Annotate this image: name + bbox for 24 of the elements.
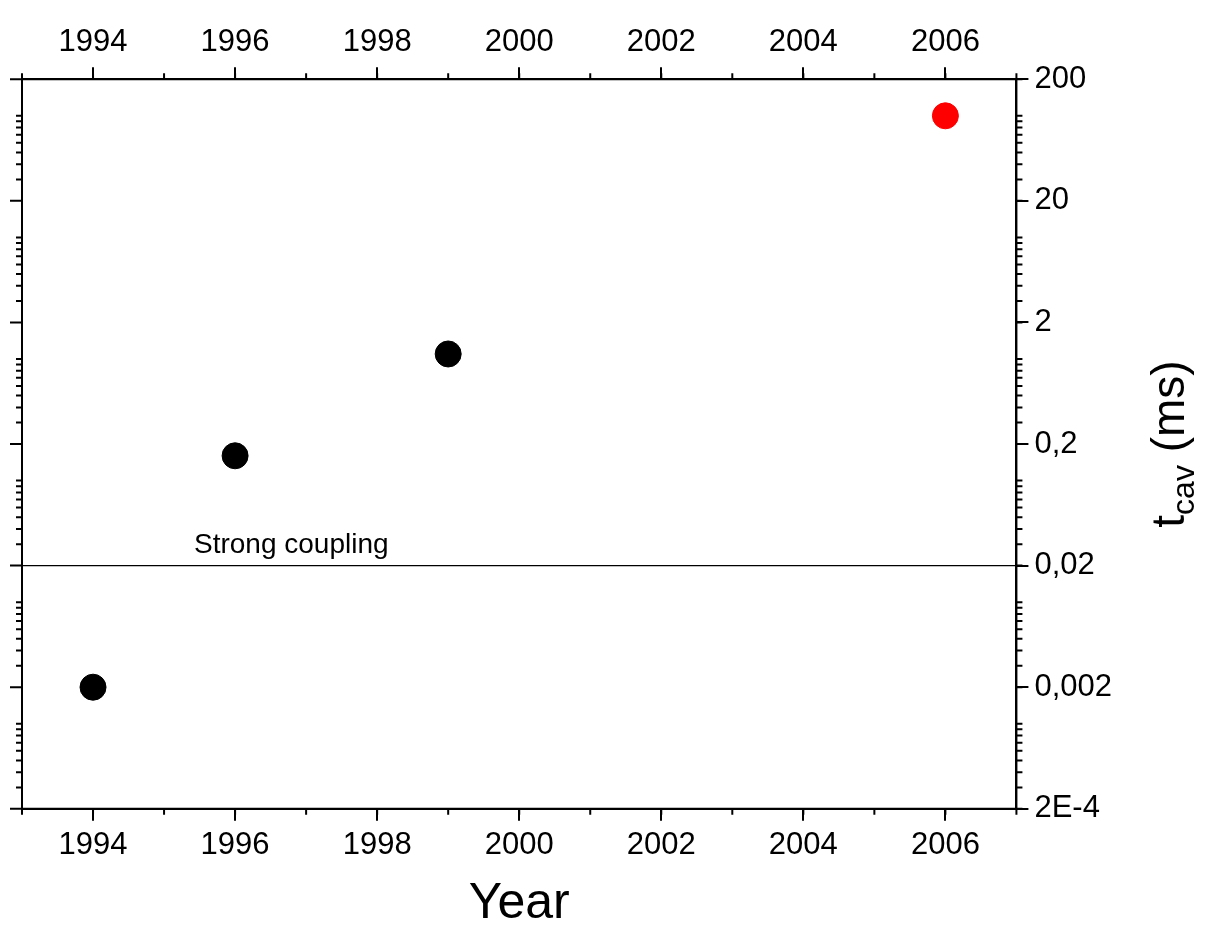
y-tick-label: 0,02 xyxy=(1034,546,1095,582)
y-tick-label: 2E-4 xyxy=(1034,789,1100,825)
y-tick-label: 200 xyxy=(1034,59,1087,95)
x2-tick-label: 1996 xyxy=(200,23,270,59)
y-tick-label: 0,002 xyxy=(1034,667,1112,703)
x-tick-label: 1994 xyxy=(58,825,128,861)
x2-tick-label: 1998 xyxy=(342,23,412,59)
x2-tick-label: 2002 xyxy=(626,23,696,59)
ref-line-label: Strong coupling xyxy=(194,528,389,560)
x2-tick-label: 2000 xyxy=(484,23,554,59)
y-tick-label: 0,2 xyxy=(1034,424,1078,460)
x-tick-label: 2004 xyxy=(768,825,838,861)
x2-tick-label: 2004 xyxy=(768,23,838,59)
x2-tick-label: 2006 xyxy=(910,23,980,59)
x-tick-label: 2000 xyxy=(484,825,554,861)
x2-tick-label: 1994 xyxy=(58,23,128,59)
x-tick-label: 2006 xyxy=(910,825,980,861)
y-tick-label: 20 xyxy=(1034,181,1069,217)
x-tick-label: 1998 xyxy=(342,825,412,861)
x-axis-title: Year xyxy=(468,872,570,929)
x-tick-label: 1996 xyxy=(200,825,270,861)
y-tick-label: 2 xyxy=(1034,302,1052,338)
x-tick-label: 2002 xyxy=(626,825,696,861)
y-axis-title: tcav (ms) xyxy=(1142,360,1201,528)
